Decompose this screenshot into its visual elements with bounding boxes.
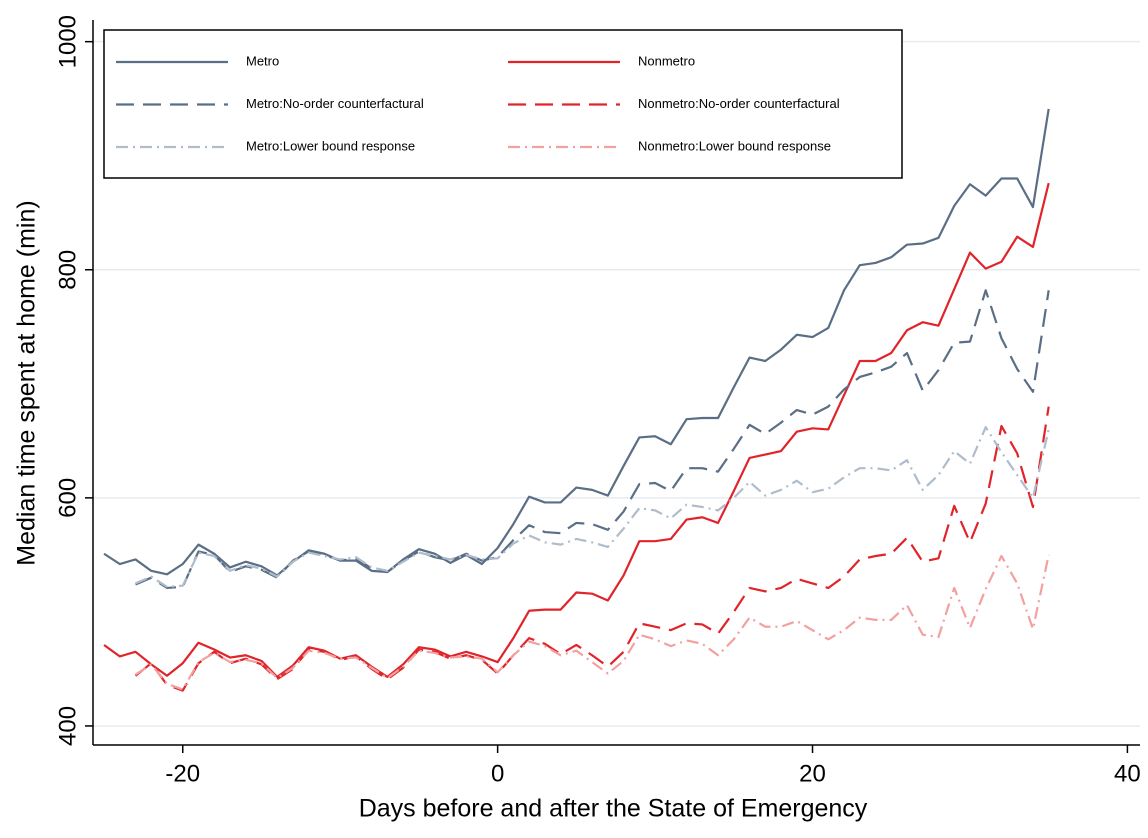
- data-line: [135, 426, 1050, 588]
- y-tick-label: 600: [54, 478, 81, 518]
- legend-label: Metro:No-order counterfactural: [246, 96, 424, 111]
- legend-label: Nonmetro: [638, 53, 695, 68]
- x-tick-label: -20: [165, 760, 200, 787]
- legend-label: Metro: [246, 53, 279, 68]
- x-tick-label: 40: [1114, 760, 1141, 787]
- y-tick-label: 800: [54, 250, 81, 290]
- data-line: [103, 108, 1050, 577]
- x-tick-label: 0: [491, 760, 504, 787]
- legend-label: Nonmetro:No-order counterfactural: [638, 96, 840, 111]
- data-line: [134, 406, 1050, 692]
- y-axis-title: Median time spent at home (min): [13, 200, 41, 565]
- legend-label: Metro:Lower bound response: [246, 138, 415, 153]
- data-line: [103, 182, 1050, 679]
- data-line: [134, 554, 1050, 691]
- y-tick-label: 1000: [54, 15, 81, 68]
- data-line: [135, 289, 1050, 590]
- x-tick-label: 20: [799, 760, 826, 787]
- legend-box: [103, 29, 903, 179]
- legend: Metro Nonmetro Metro:No-order counterfactu…: [103, 29, 903, 179]
- legend-label: Nonmetro:Lower bound response: [638, 138, 831, 153]
- x-axis-title: Days before and after the State of Emerg…: [359, 795, 868, 823]
- y-tick-label: 400: [54, 706, 81, 746]
